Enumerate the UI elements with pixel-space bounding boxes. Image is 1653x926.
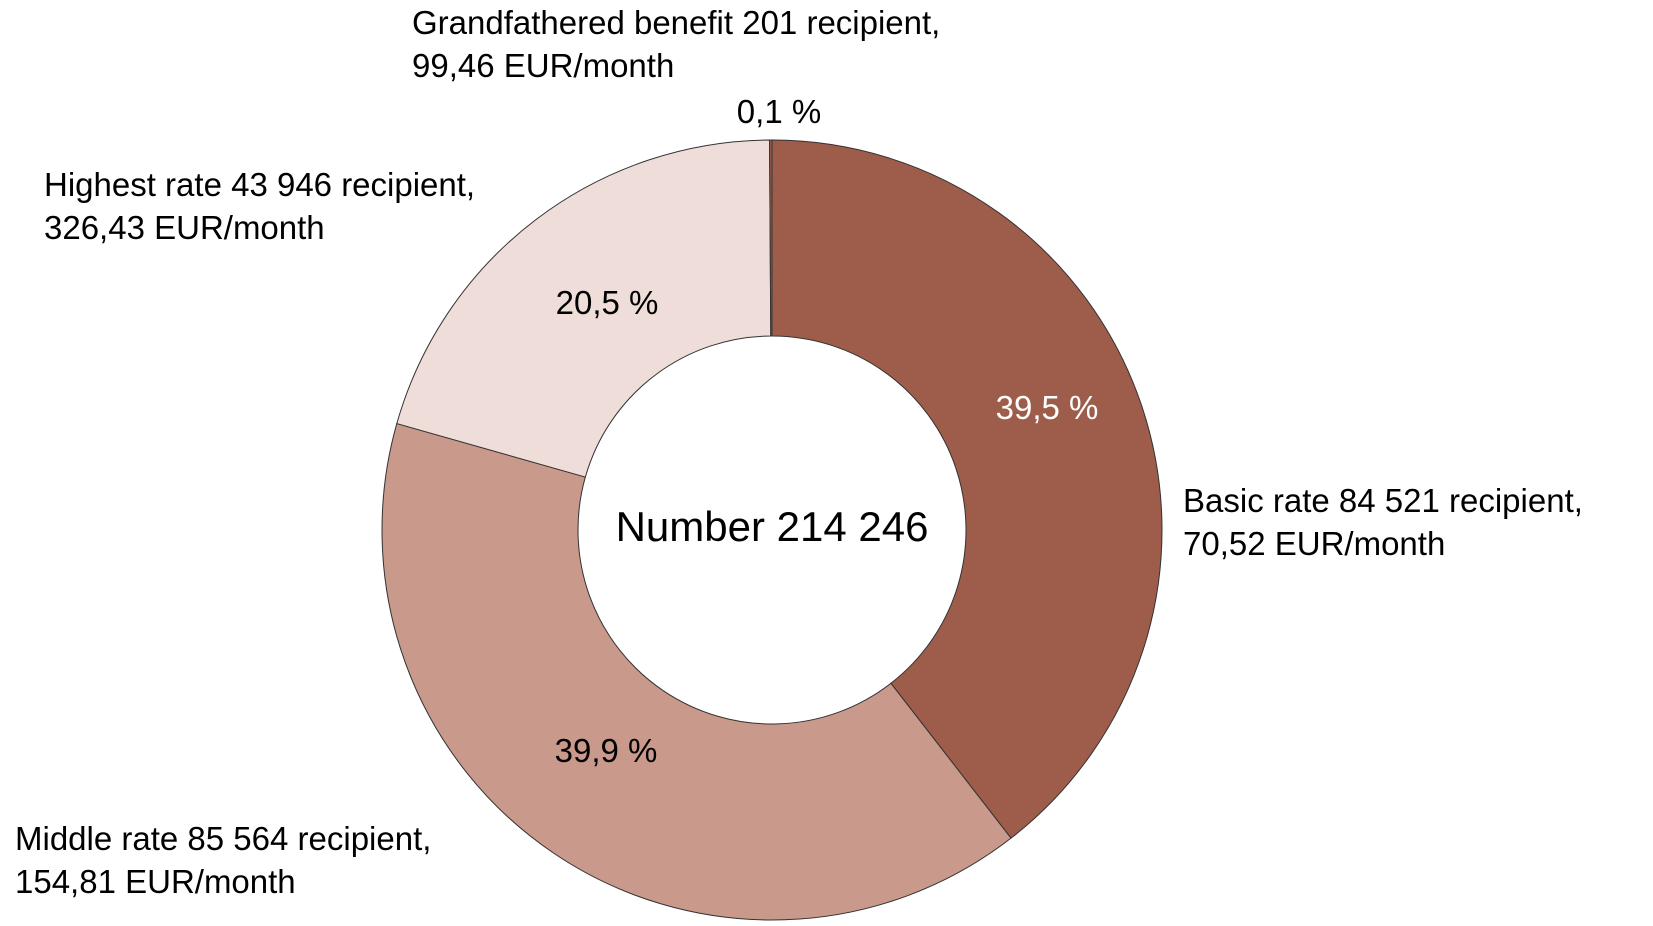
- donut-slice: [769, 139, 773, 337]
- value-label: 39,9 %: [555, 732, 658, 769]
- category-label: 326,43 EUR/month: [44, 209, 325, 246]
- donut-slice: [771, 139, 1163, 839]
- value-label: 0,1 %: [737, 93, 821, 130]
- value-label: 20,5 %: [556, 284, 659, 321]
- category-label: Highest rate 43 946 recipient,: [44, 166, 475, 203]
- category-label: 70,52 EUR/month: [1183, 525, 1445, 562]
- donut-slice: [381, 422, 1012, 921]
- category-label: Basic rate 84 521 recipient,: [1183, 482, 1583, 519]
- category-label: 99,46 EUR/month: [412, 47, 674, 84]
- center-text: Number 214 246: [616, 503, 929, 550]
- value-label: 39,5 %: [996, 389, 1099, 426]
- category-label: Grandfathered benefit 201 recipient,: [412, 4, 940, 41]
- category-label: 154,81 EUR/month: [15, 863, 296, 900]
- donut-slice: [396, 139, 772, 478]
- category-label: Middle rate 85 564 recipient,: [15, 820, 431, 857]
